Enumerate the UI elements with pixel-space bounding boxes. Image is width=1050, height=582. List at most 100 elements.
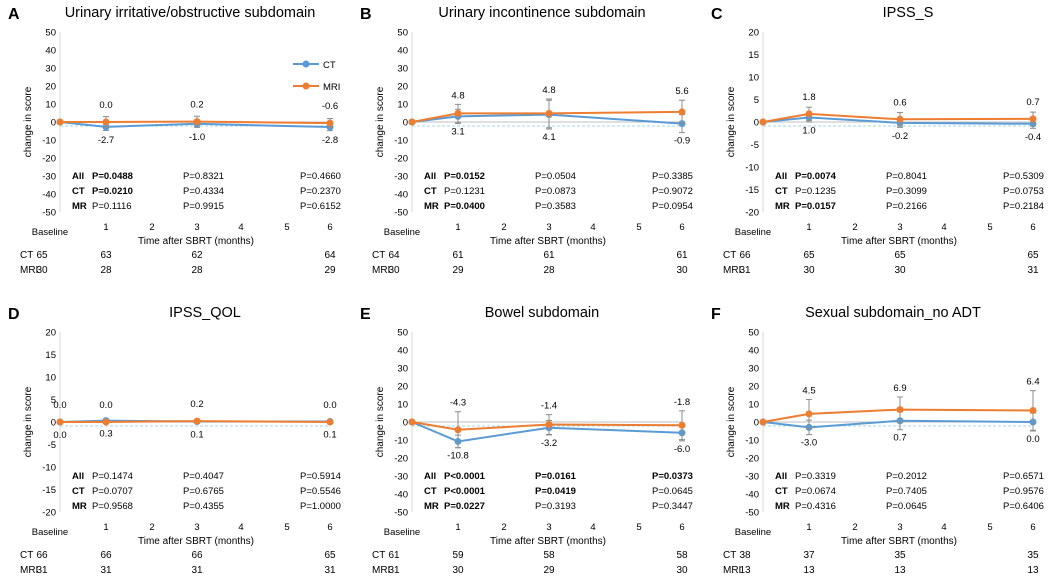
mri-data-point <box>678 421 686 429</box>
ct-data-label: -0.9 <box>674 136 690 147</box>
y-tick-label: -10 <box>42 136 56 147</box>
y-tick-label: 40 <box>45 46 56 57</box>
pvalue-cell: P=0.3099 <box>886 186 927 197</box>
mri-series-line <box>762 408 1034 423</box>
n-at-risk-cell: 61 <box>543 250 555 261</box>
pvalue-cell: P=0.9568 <box>92 501 133 512</box>
n-at-risk-cell: 31 <box>100 565 112 576</box>
x-tick-label: 2 <box>501 522 506 533</box>
pvalue-cell: P=0.2184 <box>1003 201 1044 212</box>
n-row-label: MRI <box>372 565 390 576</box>
n-at-risk-cell: 31 <box>191 565 203 576</box>
pvalue-cell: P=0.6765 <box>183 486 224 497</box>
x-tick-label: 4 <box>590 522 595 533</box>
pvalue-row-label: CT <box>424 486 437 497</box>
y-tick-label: -20 <box>745 208 759 219</box>
legend-mri-label: MRI <box>323 82 340 93</box>
y-tick-label: -20 <box>394 454 408 465</box>
y-tick-label: 40 <box>748 346 759 357</box>
ct-data-label: -0.2 <box>892 131 908 142</box>
n-at-risk-cell: 64 <box>324 250 336 261</box>
pvalue-row-label: All <box>424 171 436 182</box>
mri-data-point <box>896 406 904 414</box>
n-row-label: CT <box>723 550 736 561</box>
y-tick-label: 50 <box>748 328 759 339</box>
mri-data-point <box>896 115 904 123</box>
ct-data-label: 0.1 <box>190 430 203 441</box>
mri-data-label: 0.0 <box>99 100 112 111</box>
y-tick-label: 0 <box>754 118 759 129</box>
pvalue-cell: P=0.3447 <box>652 501 693 512</box>
y-tick-label: -5 <box>751 140 759 151</box>
n-at-risk-cell: 31 <box>324 565 336 576</box>
pvalue-cell: P=0.0873 <box>535 186 576 197</box>
y-tick-label: 0 <box>403 118 408 129</box>
x-tick-baseline: Baseline <box>32 227 68 238</box>
mri-data-point <box>193 118 201 126</box>
n-at-risk-cell: 31 <box>36 565 48 576</box>
panel-letter: F <box>711 306 721 323</box>
x-axis-label: Time after SBRT (months) <box>138 236 254 247</box>
ct-data-label: -3.0 <box>801 438 817 449</box>
pvalue-cell: P=0.2166 <box>886 201 927 212</box>
pvalue-cell: P=0.0645 <box>886 501 927 512</box>
pvalue-cell: P=0.0210 <box>92 186 133 197</box>
y-tick-label: 5 <box>754 95 759 106</box>
pvalue-cell: P=0.6152 <box>300 201 341 212</box>
n-at-risk-cell: 66 <box>36 550 48 561</box>
n-at-risk-cell: 61 <box>452 250 464 261</box>
x-tick-label: 4 <box>590 222 595 233</box>
n-at-risk-cell: 65 <box>324 550 336 561</box>
y-tick-label: 40 <box>397 46 408 57</box>
panel-a: A Urinary irritative/obstructive subdomai… <box>8 5 341 276</box>
n-at-risk-cell: 61 <box>388 550 400 561</box>
y-tick-label: 30 <box>397 64 408 75</box>
pvalue-row-label: MR <box>775 201 790 212</box>
pvalue-cell: P=0.0753 <box>1003 186 1044 197</box>
pvalue-row-label: MR <box>72 201 87 212</box>
pvalue-cell: P=0.0707 <box>92 486 133 497</box>
pvalue-cell: P=0.0504 <box>535 171 576 182</box>
ct-data-label: 1.0 <box>802 126 815 137</box>
pvalue-cell: P=0.1116 <box>92 201 132 212</box>
n-row-label: MRI <box>723 265 741 276</box>
y-tick-label: 20 <box>748 382 759 393</box>
mri-data-label: 0.2 <box>190 399 203 410</box>
n-at-risk-cell: 38 <box>739 550 751 561</box>
x-axis-label: Time after SBRT (months) <box>841 236 957 247</box>
y-tick-label: 20 <box>45 82 56 93</box>
n-at-risk-cell: 35 <box>894 550 906 561</box>
pvalue-row-label: All <box>775 471 787 482</box>
ct-data-label: 0.0 <box>53 430 66 441</box>
legend-ct-marker <box>302 60 310 68</box>
pvalue-cell: P=0.1474 <box>92 471 133 482</box>
mri-data-label: 0.0 <box>53 400 66 411</box>
n-at-risk-cell: 62 <box>191 250 203 261</box>
panel-b: B Urinary incontinence subdomain504030201… <box>360 5 693 276</box>
mri-series-line <box>411 421 683 431</box>
pvalue-row-label: MR <box>424 501 439 512</box>
ct-data-label: -10.8 <box>447 451 469 462</box>
pvalue-cell: P=0.6571 <box>1003 471 1044 482</box>
n-at-risk-cell: 66 <box>739 250 751 261</box>
x-tick-label: 6 <box>1030 522 1035 533</box>
x-tick-label: 6 <box>679 222 684 233</box>
y-tick-label: 10 <box>397 100 408 111</box>
mri-data-point <box>56 118 64 126</box>
y-tick-label: -20 <box>394 154 408 165</box>
mri-data-label: 0.0 <box>323 400 336 411</box>
pvalue-cell: P=0.8321 <box>183 171 224 182</box>
ct-data-label: -2.7 <box>98 135 114 146</box>
ct-data-label: -3.2 <box>541 438 557 449</box>
n-row-label: CT <box>20 550 33 561</box>
pvalue-row-label: All <box>424 471 436 482</box>
mri-data-label: -1.4 <box>541 401 557 412</box>
y-tick-label: -50 <box>42 208 56 219</box>
x-tick-label: 1 <box>455 522 460 533</box>
n-at-risk-cell: 29 <box>452 265 464 276</box>
x-tick-baseline: Baseline <box>735 227 771 238</box>
legend-mri-marker <box>302 82 310 90</box>
x-tick-label: 5 <box>636 222 641 233</box>
pvalue-cell: P=1.0000 <box>300 501 341 512</box>
ct-series-line <box>762 419 1034 429</box>
